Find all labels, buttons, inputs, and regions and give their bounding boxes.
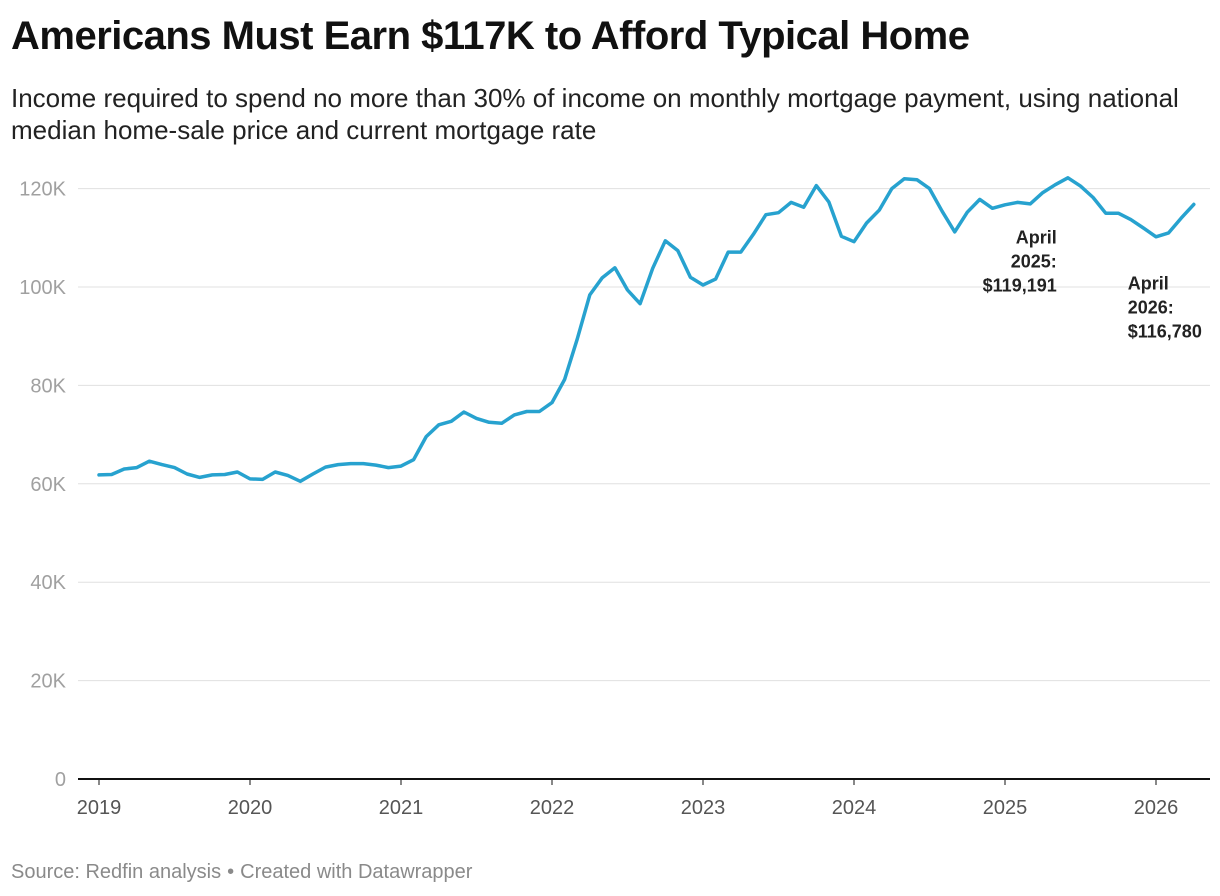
x-tick-label: 2026 xyxy=(1134,797,1179,819)
chart-subtitle: Income required to spend no more than 30… xyxy=(11,83,1179,145)
y-tick-label: 80K xyxy=(30,375,66,397)
annotation-label: 2025: xyxy=(1011,252,1057,272)
x-tick-label: 2022 xyxy=(530,797,575,819)
chart-title: Americans Must Earn $117K to Afford Typi… xyxy=(11,14,970,58)
x-tick-label: 2024 xyxy=(832,797,877,819)
series-line xyxy=(97,176,1196,484)
y-tick-label: 20K xyxy=(30,671,66,693)
x-tick-label: 2019 xyxy=(77,797,122,819)
annotation-label: $119,191 xyxy=(983,276,1057,296)
annotation-label: $116,780 xyxy=(1128,321,1202,341)
x-tick-label: 2020 xyxy=(228,797,273,819)
x-tick-label: 2023 xyxy=(681,797,726,819)
y-tick-label: 60K xyxy=(30,474,66,496)
y-tick-label: 0 xyxy=(55,769,66,791)
x-tick-label: 2021 xyxy=(379,797,424,819)
credit-text: Created with Datawrapper xyxy=(240,861,473,883)
y-tick-label: 40K xyxy=(30,572,66,594)
source-separator: • xyxy=(227,861,235,883)
chart-source: Source: Redfin analysis • Created with Dat… xyxy=(11,858,472,886)
annotation-label: April xyxy=(1128,273,1169,293)
annotation-label: April xyxy=(1016,228,1057,248)
source-text: Source: Redfin analysis xyxy=(11,861,222,883)
y-tick-label: 100K xyxy=(19,277,66,299)
annotation-label: 2026: xyxy=(1128,297,1174,317)
y-tick-label: 120K xyxy=(19,179,66,201)
x-tick-label: 2025 xyxy=(983,797,1028,819)
